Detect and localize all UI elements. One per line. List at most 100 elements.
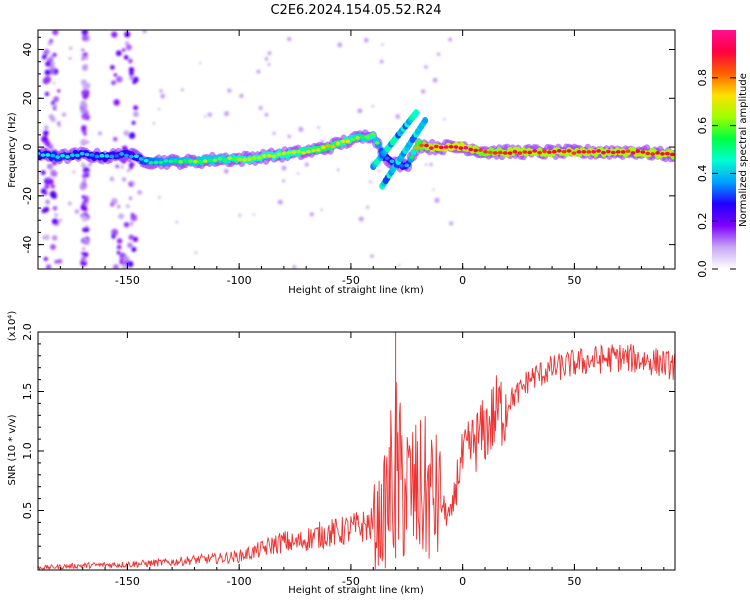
spectrogram-cell bbox=[434, 197, 440, 203]
spectrogram-cell bbox=[83, 259, 87, 262]
spectrogram-cell bbox=[52, 235, 58, 241]
spectrogram-cell bbox=[199, 61, 202, 65]
spectrogram-cell bbox=[99, 153, 105, 158]
spectrogram-cell bbox=[113, 99, 120, 106]
spectrogram-cell bbox=[79, 183, 87, 191]
spectrogram-cell bbox=[48, 164, 52, 168]
spectrogram-cell bbox=[436, 52, 441, 56]
spectrogram-cell bbox=[142, 30, 147, 34]
spectrogram-cell bbox=[128, 161, 135, 168]
spectrogram-cell bbox=[81, 195, 86, 199]
spectrogram-cell bbox=[40, 170, 46, 175]
spectrogram-cell bbox=[82, 83, 90, 91]
colorbar-tick-label: 0.2 bbox=[696, 212, 709, 230]
spectrogram-cell bbox=[527, 150, 533, 155]
spectrogram-cell bbox=[133, 111, 139, 117]
spectrogram-cell bbox=[116, 244, 122, 250]
spectrogram-cell bbox=[82, 178, 87, 184]
spectrogram-cell bbox=[204, 115, 207, 118]
spectrogram-cell bbox=[272, 131, 276, 135]
spectrogram-cell bbox=[43, 256, 48, 261]
spectrogram-cell bbox=[315, 148, 321, 152]
spectrogram-cell bbox=[175, 220, 178, 224]
spectrogram-cell bbox=[507, 151, 513, 155]
spectrogram-cell bbox=[70, 153, 75, 157]
spectrogram-frame bbox=[37, 29, 676, 270]
spectrogram-cell bbox=[61, 112, 66, 117]
spectrogram-cell bbox=[133, 154, 139, 158]
spectrogram-cell bbox=[271, 154, 277, 158]
spectrogram-cell bbox=[83, 226, 90, 233]
spectrogram-cell bbox=[98, 131, 102, 136]
spectrogram-cell bbox=[54, 213, 58, 217]
spectrogram-cell bbox=[85, 225, 88, 228]
spectrogram-cell bbox=[306, 149, 311, 154]
spectrogram-cell bbox=[131, 120, 136, 125]
spectrogram-cell bbox=[615, 150, 621, 154]
spectrogram-cell bbox=[57, 258, 63, 264]
spectrogram-cell bbox=[468, 147, 474, 152]
spectrogram-cell bbox=[620, 150, 626, 154]
spectrogram-cell bbox=[53, 96, 60, 103]
spectrogram-cell bbox=[130, 181, 135, 185]
spectrogram-cell bbox=[432, 188, 435, 191]
spectrogram-cell bbox=[112, 264, 119, 269]
spectrogram-cell bbox=[115, 164, 120, 169]
spectrogram-panel: -150 -100 -50 0 50 -40 -20 0 20 40 Height of stra… bbox=[7, 29, 676, 296]
spectrogram-cell bbox=[576, 150, 582, 154]
spectrogram-cell bbox=[413, 109, 420, 117]
snr-x-tick-label: -150 bbox=[115, 575, 140, 588]
spectrogram-cell bbox=[242, 157, 247, 162]
spectrogram-cell bbox=[247, 157, 252, 162]
spectrogram-cell bbox=[128, 66, 135, 73]
spectrogram-cell bbox=[44, 184, 50, 190]
spectrogram-x-tick-label: 0 bbox=[459, 274, 466, 287]
spectrogram-cell bbox=[377, 169, 381, 173]
spectrogram-cell bbox=[94, 154, 100, 159]
snr-x-axis-label: Height of straight line (km) bbox=[288, 585, 424, 596]
spectrogram-cell bbox=[428, 146, 434, 150]
spectrogram-cell bbox=[81, 30, 89, 36]
spectrogram-cell bbox=[158, 108, 161, 111]
spectrogram-cell bbox=[130, 212, 135, 217]
spectrogram-cell bbox=[369, 132, 375, 137]
snr-x-tick-label: -100 bbox=[227, 575, 252, 588]
spectrogram-cell bbox=[366, 205, 370, 209]
spectrogram-cell bbox=[395, 114, 400, 119]
spectrogram-cell bbox=[84, 173, 90, 178]
spectrogram-cell bbox=[52, 103, 57, 108]
spectrogram-cell bbox=[159, 89, 163, 93]
spectrogram-cell bbox=[126, 260, 134, 268]
spectrogram-cell bbox=[546, 150, 552, 155]
spectrogram-cell bbox=[399, 164, 405, 168]
spectrogram-cell bbox=[266, 153, 272, 158]
spectrogram-cell bbox=[111, 80, 116, 86]
spectrogram-cell bbox=[120, 165, 124, 169]
spectrogram-cell bbox=[81, 126, 86, 131]
spectrogram-cell bbox=[232, 157, 238, 161]
spectrogram-cell bbox=[433, 144, 439, 149]
spectrogram-x-axis-label: Height of straight line (km) bbox=[288, 285, 424, 296]
snr-background bbox=[38, 332, 675, 570]
spectrogram-cell bbox=[116, 238, 123, 244]
spectrogram-cell bbox=[82, 247, 86, 251]
spectrogram-cell bbox=[55, 155, 61, 159]
spectrogram-cell bbox=[487, 150, 493, 155]
colorbar-axis: 0.0 0.2 0.4 0.6 0.8 bbox=[696, 69, 736, 278]
spectrogram-cell bbox=[52, 81, 56, 85]
spectrogram-cell bbox=[537, 150, 542, 155]
spectrogram-cell bbox=[429, 162, 433, 167]
spectrogram-cell bbox=[223, 168, 229, 174]
spectrogram-cell bbox=[448, 144, 454, 149]
spectrogram-cell bbox=[50, 184, 56, 189]
spectrogram-cell bbox=[297, 172, 300, 175]
spectrogram-cell bbox=[43, 130, 49, 136]
spectrogram-cell bbox=[449, 221, 454, 226]
spectrogram-cell bbox=[82, 64, 88, 71]
colorbar-tick-label: 0.0 bbox=[696, 260, 709, 278]
spectrogram-cell bbox=[109, 154, 115, 159]
spectrogram-cell bbox=[68, 57, 72, 60]
spectrogram-cell bbox=[267, 51, 272, 55]
spectrogram-cell bbox=[207, 158, 213, 163]
spectrogram-x-tick-label: -50 bbox=[342, 274, 360, 287]
